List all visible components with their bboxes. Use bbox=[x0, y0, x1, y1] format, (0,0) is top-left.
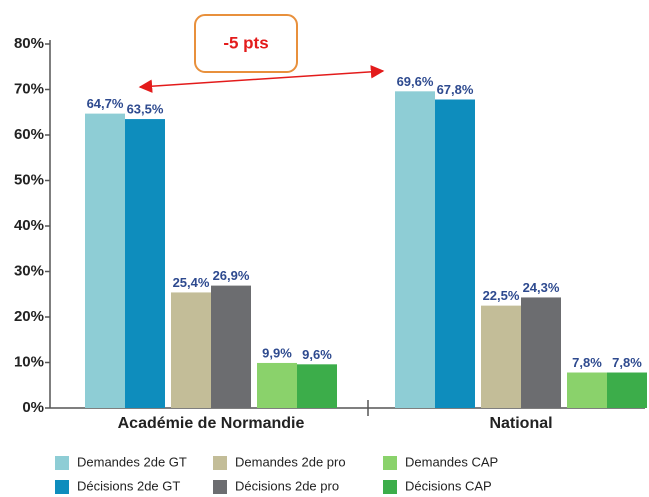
y-tick-label: 80% bbox=[14, 35, 44, 52]
bar bbox=[297, 364, 337, 408]
y-tick-label: 40% bbox=[14, 217, 44, 234]
bar bbox=[85, 113, 125, 409]
value-label: 7,8% bbox=[612, 355, 642, 370]
value-label: 24,3% bbox=[523, 280, 560, 295]
legend-label: Demandes CAP bbox=[405, 454, 498, 469]
bar bbox=[257, 362, 297, 408]
y-tick-label: 50% bbox=[14, 171, 44, 188]
legend-swatch bbox=[213, 480, 227, 494]
legend-label: Décisions 2de pro bbox=[235, 478, 339, 493]
x-tick-label: National bbox=[489, 415, 552, 432]
y-tick-label: 20% bbox=[14, 308, 44, 325]
legend-swatch bbox=[55, 456, 69, 470]
y-tick-label: 10% bbox=[14, 353, 44, 370]
bar bbox=[125, 119, 165, 408]
y-tick-label: 60% bbox=[14, 126, 44, 143]
value-label: 9,9% bbox=[262, 345, 292, 360]
y-tick-label: 30% bbox=[14, 262, 44, 279]
legend-swatch bbox=[383, 456, 397, 470]
value-label: 25,4% bbox=[173, 275, 210, 290]
value-label: 64,7% bbox=[87, 96, 124, 111]
bar bbox=[211, 285, 251, 408]
value-label: 9,6% bbox=[302, 347, 332, 362]
y-tick-label: 0% bbox=[22, 399, 44, 416]
x-tick-label: Académie de Normandie bbox=[118, 415, 305, 432]
y-tick-label: 70% bbox=[14, 80, 44, 97]
value-label: 22,5% bbox=[483, 288, 520, 303]
value-label: 7,8% bbox=[572, 355, 602, 370]
bar bbox=[395, 91, 435, 408]
legend-swatch bbox=[213, 456, 227, 470]
bar bbox=[567, 372, 607, 408]
value-label: 69,6% bbox=[397, 74, 434, 89]
bar bbox=[171, 292, 211, 408]
legend-label: Décisions CAP bbox=[405, 478, 492, 493]
value-label: 63,5% bbox=[127, 102, 164, 117]
legend-label: Demandes 2de pro bbox=[235, 454, 346, 469]
annotation-box bbox=[194, 14, 298, 73]
annotation-arrow bbox=[138, 65, 385, 93]
legend-swatch bbox=[383, 480, 397, 494]
value-label: 67,8% bbox=[437, 82, 474, 97]
legend-label: Demandes 2de GT bbox=[77, 454, 187, 469]
annotation: -5 pts bbox=[223, 33, 268, 52]
value-label: 26,9% bbox=[213, 268, 250, 283]
bar bbox=[481, 305, 521, 408]
legend-label: Décisions 2de GT bbox=[77, 478, 180, 493]
bar bbox=[521, 297, 561, 408]
legend-swatch bbox=[55, 480, 69, 494]
bar bbox=[607, 372, 647, 408]
bar bbox=[435, 99, 475, 408]
